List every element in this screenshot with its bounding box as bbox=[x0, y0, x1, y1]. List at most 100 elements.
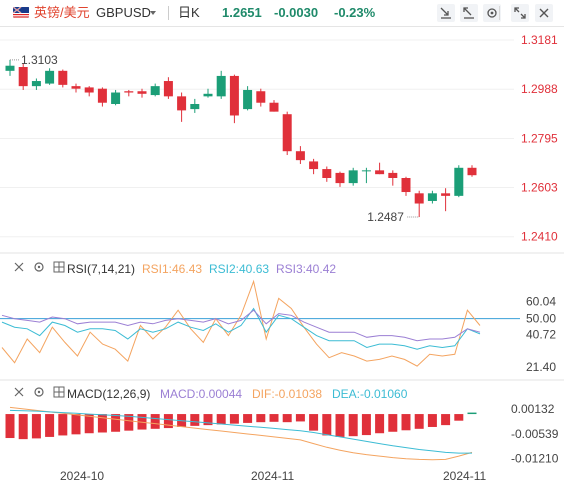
candle-body[interactable] bbox=[388, 172, 398, 178]
collapse-icon[interactable] bbox=[13, 261, 25, 277]
collapse-icon[interactable] bbox=[13, 386, 25, 402]
candle-body[interactable] bbox=[348, 170, 358, 184]
macd-histogram-bar bbox=[256, 414, 266, 423]
candle-body[interactable] bbox=[124, 91, 134, 93]
candle-body[interactable] bbox=[467, 167, 477, 176]
price-axis-tick: 1.2603 bbox=[521, 180, 558, 194]
candle-body[interactable] bbox=[322, 169, 332, 178]
macd-histogram-bar bbox=[203, 414, 213, 426]
rsi-axis-tick: 60.04 bbox=[526, 295, 556, 309]
candle-body[interactable] bbox=[282, 114, 292, 152]
macd-axis-tick: -0.00539 bbox=[511, 427, 559, 441]
candle-body[interactable] bbox=[177, 96, 187, 111]
macd-histogram-bar bbox=[388, 414, 398, 432]
macd-histogram-bar bbox=[441, 414, 451, 426]
indicator-settings-icon[interactable] bbox=[33, 261, 45, 277]
candle-body[interactable] bbox=[45, 70, 55, 84]
candle-body[interactable] bbox=[137, 91, 147, 94]
candle-body[interactable] bbox=[190, 104, 200, 110]
candle-body[interactable] bbox=[243, 89, 253, 110]
candle-body[interactable] bbox=[216, 75, 226, 97]
quote-header: 英镑/美元 GBPUSD 日K 1.2651 -0.0030 -0.23% bbox=[0, 0, 564, 27]
close-icon[interactable] bbox=[535, 4, 553, 22]
dif-line bbox=[9, 406, 473, 461]
price-change: -0.0030 bbox=[274, 5, 319, 20]
candle-body[interactable] bbox=[5, 65, 15, 71]
macd-histogram-bar bbox=[335, 414, 345, 437]
macd-histogram-bar bbox=[18, 414, 28, 440]
x-axis-tick: 2024-11 bbox=[443, 469, 486, 483]
indicator-remove-icon[interactable] bbox=[460, 4, 478, 22]
rsi-axis-tick: 40.72 bbox=[526, 327, 556, 341]
x-axis-tick: 2024-11 bbox=[251, 469, 294, 483]
candle-body[interactable] bbox=[441, 193, 451, 196]
high-annotation: 1.3103 bbox=[21, 53, 58, 67]
macd-title: MACD(12,26,9) bbox=[67, 387, 151, 401]
macd-axis-tick: 0.00132 bbox=[511, 402, 555, 416]
macd-histogram-bar bbox=[243, 414, 253, 423]
candle-body[interactable] bbox=[309, 161, 319, 170]
macd-histogram-bar bbox=[269, 414, 279, 422]
macd-histogram-bar bbox=[97, 414, 107, 433]
price-axis-tick: 1.2988 bbox=[521, 82, 558, 96]
candle-body[interactable] bbox=[401, 178, 411, 193]
candle-body[interactable] bbox=[84, 87, 94, 93]
chart-settings-icon[interactable] bbox=[483, 4, 501, 22]
macd-histogram-bar bbox=[454, 414, 464, 421]
macd-histogram-bar bbox=[124, 414, 134, 431]
macd-histogram-bar bbox=[309, 414, 319, 431]
candle-body[interactable] bbox=[256, 91, 266, 103]
price-axis-tick: 1.3181 bbox=[521, 33, 558, 47]
macd-histogram-bar bbox=[229, 414, 239, 424]
rsi2-value: RSI2:40.63 bbox=[209, 262, 270, 276]
candle-body[interactable] bbox=[427, 193, 437, 201]
candle-body[interactable] bbox=[18, 67, 28, 87]
dea-value: DEA:-0.01060 bbox=[332, 387, 408, 401]
price-change-percent: -0.23% bbox=[334, 5, 376, 20]
candle-body[interactable] bbox=[295, 151, 305, 161]
last-price: 1.2651 bbox=[222, 5, 262, 20]
dropdown-caret-icon[interactable] bbox=[150, 11, 156, 15]
candle-body[interactable] bbox=[150, 86, 160, 96]
candle-body[interactable] bbox=[335, 172, 345, 184]
candle-body[interactable] bbox=[203, 93, 213, 97]
rsi-legend: RSI(7,14,21) RSI1:46.43 RSI2:40.63 RSI3:… bbox=[0, 261, 564, 277]
rsi-series-line-3 bbox=[1, 309, 481, 342]
macd-histogram-bar bbox=[427, 414, 437, 427]
indicator-settings-icon[interactable] bbox=[33, 386, 45, 402]
candle-body[interactable] bbox=[58, 70, 68, 85]
chart-canvas[interactable]: 1.3181 1.2988 1.2795 1.2603 1.2410 1.3103 1.24… bbox=[0, 26, 564, 486]
price-axis-tick: 1.2410 bbox=[521, 230, 558, 244]
macd-histogram-bar bbox=[31, 414, 41, 439]
symbol-code[interactable]: GBPUSD bbox=[96, 5, 151, 20]
candle-body[interactable] bbox=[375, 170, 385, 175]
macd-legend: MACD(12,26,9) MACD:0.00044 DIF:-0.01038 … bbox=[0, 386, 564, 402]
candle-body[interactable] bbox=[71, 86, 81, 89]
candle-body[interactable] bbox=[414, 193, 424, 204]
macd-histogram-bar bbox=[58, 414, 68, 436]
macd-histogram-bar bbox=[348, 414, 358, 437]
fullscreen-icon[interactable] bbox=[511, 4, 529, 22]
macd-histogram-bar bbox=[361, 414, 371, 436]
macd-value: MACD:0.00044 bbox=[160, 387, 243, 401]
candle-body[interactable] bbox=[31, 81, 41, 87]
macd-histogram-bar bbox=[375, 414, 385, 434]
symbol-name[interactable]: 英镑/美元 bbox=[34, 5, 90, 20]
candle-body[interactable] bbox=[111, 92, 121, 104]
indicator-table-icon[interactable] bbox=[53, 386, 65, 402]
dif-value: DIF:-0.01038 bbox=[252, 387, 323, 401]
macd-histogram-bar bbox=[401, 414, 411, 431]
candle-body[interactable] bbox=[269, 102, 279, 112]
macd-histogram-bar bbox=[282, 414, 292, 423]
candle-body[interactable] bbox=[454, 167, 464, 196]
candle-body[interactable] bbox=[229, 75, 239, 116]
period-selector[interactable]: 日K bbox=[178, 5, 200, 20]
macd-histogram-bar bbox=[295, 414, 305, 422]
candle-body[interactable] bbox=[361, 170, 371, 172]
candle-body[interactable] bbox=[163, 81, 173, 97]
rsi-axis-tick: 50.00 bbox=[526, 312, 556, 326]
candle-body[interactable] bbox=[97, 88, 107, 103]
macd-histogram-bar bbox=[322, 414, 332, 436]
indicator-table-icon[interactable] bbox=[53, 261, 65, 277]
indicator-add-icon[interactable] bbox=[437, 4, 455, 22]
